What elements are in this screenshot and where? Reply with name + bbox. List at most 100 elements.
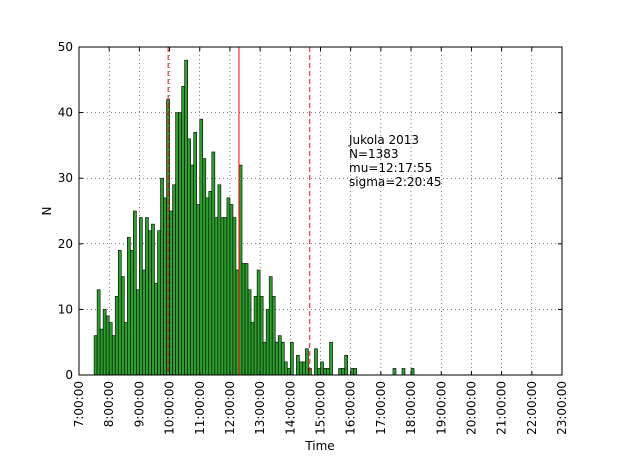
histogram-bar <box>133 210 137 376</box>
x-tick-label: 8:00:00 <box>102 381 116 427</box>
stats-annotation: Jukola 2013N=1383mu=12:17:55sigma=2:20:4… <box>348 133 442 189</box>
histogram-bar <box>172 184 176 376</box>
x-tick-label: 21:00:00 <box>495 381 509 435</box>
histogram-bar <box>181 86 185 376</box>
histogram-bar <box>271 295 276 376</box>
x-tick-labels: 7:00:00 8:00:00 9:00:00 10:00:00 11:00:00 12:… <box>72 381 569 435</box>
histogram-bar <box>105 315 110 376</box>
histogram-bar <box>127 236 131 376</box>
annotation-line: Jukola 2013 <box>348 133 419 147</box>
y-tick-label: 50 <box>58 40 73 54</box>
y-tick-label: 20 <box>58 237 73 251</box>
histogram-bar <box>166 99 170 376</box>
histogram-bar <box>108 322 113 376</box>
x-tick-label: 20:00:00 <box>464 381 478 435</box>
histogram-bar <box>148 230 152 376</box>
x-tick-label: 18:00:00 <box>404 381 418 435</box>
histogram-bar <box>302 361 306 376</box>
histogram-bar <box>163 197 167 376</box>
histogram-bar <box>256 269 261 376</box>
histogram-bar <box>196 204 201 376</box>
histogram-bar <box>244 263 249 376</box>
histogram-bar <box>338 368 342 376</box>
histogram-bar <box>296 355 300 376</box>
histogram-bar <box>265 309 270 376</box>
histogram-bar <box>223 217 228 376</box>
histogram-bar <box>102 309 107 376</box>
x-tick-label: 14:00:00 <box>283 381 297 435</box>
histogram-bar <box>314 348 318 376</box>
histogram-bar <box>145 217 149 376</box>
histogram-bar <box>299 361 303 376</box>
histogram-bar <box>93 335 98 376</box>
x-tick-label: 11:00:00 <box>193 381 207 435</box>
x-tick-label: 23:00:00 <box>555 381 569 435</box>
histogram-bar <box>193 131 198 376</box>
x-tick-label: 22:00:00 <box>525 381 539 435</box>
histogram-bar <box>208 191 213 376</box>
histogram-bar <box>262 341 267 376</box>
histogram-bar <box>401 368 406 376</box>
histogram-bar <box>169 210 173 376</box>
histogram-bar <box>344 355 348 376</box>
x-tick-label: 12:00:00 <box>223 381 237 435</box>
histogram-bar <box>139 217 143 376</box>
histogram-bar <box>184 59 188 376</box>
histogram-bar <box>305 348 309 376</box>
histogram-bar <box>142 269 146 376</box>
histogram-bar <box>123 322 128 376</box>
y-tick-label: 10 <box>58 302 73 316</box>
histogram-bar <box>323 368 327 376</box>
axis-ticks <box>78 46 563 376</box>
histogram-bar <box>259 295 264 376</box>
x-tick-label: 17:00:00 <box>374 381 388 435</box>
histogram-bar <box>226 197 231 376</box>
histogram-bar <box>199 118 204 376</box>
histogram-bar <box>268 276 273 376</box>
y-axis-label: N <box>40 207 54 216</box>
histogram-bar <box>253 295 258 376</box>
histogram-bar <box>114 295 119 376</box>
histogram-bar <box>151 223 155 376</box>
histogram-bar <box>136 289 140 376</box>
histogram-bar <box>232 217 237 376</box>
histogram-bar <box>130 250 134 376</box>
histogram-bar <box>353 368 358 376</box>
histogram-bar <box>341 368 345 376</box>
histogram-bar <box>211 151 216 376</box>
histogram-bar <box>96 289 101 376</box>
histogram-bar <box>220 217 225 376</box>
y-tick-label: 40 <box>58 106 73 120</box>
y-tick-label: 30 <box>58 171 73 185</box>
x-tick-label: 9:00:00 <box>132 381 146 427</box>
histogram-bar <box>111 335 116 376</box>
y-tick-labels: 0 10 20 30 40 50 <box>58 40 73 382</box>
histogram-bar <box>117 250 122 376</box>
histogram-bar <box>205 197 210 376</box>
histogram-bar <box>99 328 104 376</box>
x-tick-label: 10:00:00 <box>163 381 177 435</box>
histogram-bar <box>274 341 279 376</box>
histogram-bar <box>280 341 285 376</box>
histogram-bar <box>290 341 294 376</box>
x-tick-label: 15:00:00 <box>314 381 328 435</box>
histogram-bar <box>154 282 158 376</box>
histogram-bar <box>277 335 282 376</box>
histogram-bar <box>247 289 252 376</box>
annotation-line: mu=12:17:55 <box>349 161 432 175</box>
histogram-bar <box>175 112 179 376</box>
histogram-bar <box>178 112 182 376</box>
histogram-bar <box>187 138 191 376</box>
x-tick-label: 7:00:00 <box>72 381 86 427</box>
annotation-line: N=1383 <box>349 147 399 161</box>
annotation-line: sigma=2:20:45 <box>349 175 442 189</box>
histogram-bar <box>241 263 246 376</box>
histogram-bar <box>120 276 125 376</box>
histogram-bar <box>202 158 207 376</box>
histogram-bar <box>283 361 288 376</box>
statistic-lines <box>167 47 311 375</box>
x-axis-label: Time <box>304 439 334 453</box>
x-tick-label: 16:00:00 <box>344 381 358 435</box>
histogram-bar <box>214 217 219 376</box>
